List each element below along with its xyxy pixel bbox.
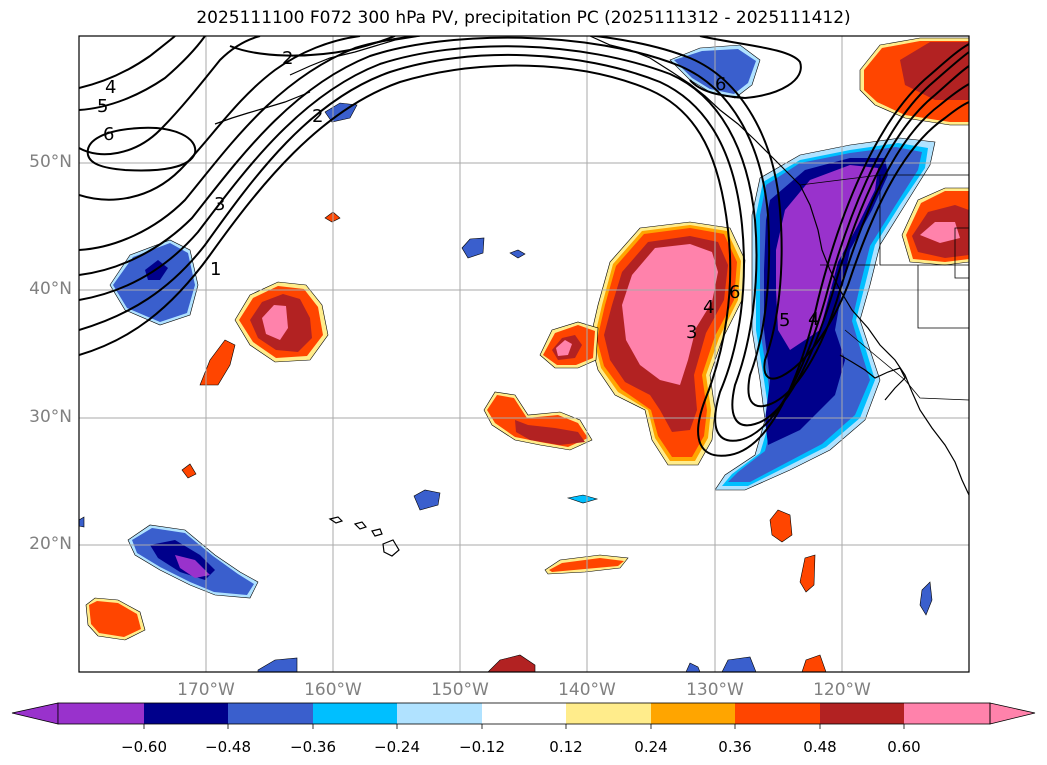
contour-label: 4 [808, 309, 819, 330]
colorbar-tick-label: 0.24 [634, 738, 668, 756]
colorbar-tick-label: −0.60 [121, 738, 167, 756]
contour-label: 1 [210, 259, 221, 280]
colorbar-swatch [735, 703, 820, 724]
contour-label: 6 [729, 282, 740, 303]
colorbar-swatch [820, 703, 904, 724]
latitude-label: 30°N [29, 407, 72, 427]
map-frame [78, 35, 970, 673]
longitude-label: 170°W [177, 680, 235, 700]
colorbar-swatch [58, 703, 144, 724]
colorbar-tick-label: 0.36 [718, 738, 752, 756]
colorbar-extend-max [989, 702, 1036, 725]
colorbar-swatch [313, 703, 397, 724]
pv-contours [79, 36, 969, 457]
contour-label: 6 [103, 124, 114, 145]
colorbar-tick-label: 0.48 [803, 738, 837, 756]
plot-title: 2025111100 F072 300 hPa PV, precipitatio… [196, 8, 851, 28]
colorbar-tick-label: −0.36 [290, 738, 336, 756]
colorbar-swatch [228, 703, 313, 724]
positive-anomaly-other-cells [85, 37, 969, 672]
contour-label-group: 2 4 5 6 2 3 1 6 6 4 3 5 4 [97, 48, 819, 343]
positive-anomaly-west-cell [199, 281, 329, 386]
colorbar-swatch [651, 703, 735, 724]
contour-label: 4 [105, 77, 116, 98]
latitude-label: 20°N [29, 534, 72, 554]
negative-anomaly-west-pacific [109, 239, 199, 326]
longitude-label: 120°W [813, 680, 871, 700]
contour-label: 3 [686, 322, 697, 343]
contour-label: 5 [779, 310, 790, 331]
colorbar-tick-label: −0.48 [205, 738, 251, 756]
colorbar-tick-label: −0.24 [374, 738, 420, 756]
colorbar-tick-label: −0.12 [459, 738, 505, 756]
contour-label: 6 [715, 74, 726, 95]
contour-label: 4 [703, 297, 714, 318]
contour-label: 2 [312, 106, 323, 127]
colorbar-swatch [144, 703, 228, 724]
contour-label: 3 [214, 194, 225, 215]
colorbar-swatch [904, 703, 990, 724]
longitude-label: 150°W [431, 680, 489, 700]
map-plot-area: 2 4 5 6 2 3 1 6 6 4 3 5 4 [79, 36, 969, 672]
colorbar-swatch [397, 703, 482, 724]
colorbar-extend-min [11, 702, 59, 725]
colorbar-tick-label: 0.60 [887, 738, 921, 756]
contour-label: 5 [97, 96, 108, 117]
longitude-label: 130°W [686, 680, 744, 700]
colorbar-swatch [482, 703, 566, 724]
latitude-label: 50°N [29, 152, 72, 172]
colorbar-tick-label: 0.12 [549, 738, 583, 756]
colorbar-swatch [566, 703, 651, 724]
colorbar-frame [57, 702, 991, 725]
longitude-label: 140°W [558, 680, 616, 700]
colorbar [11, 702, 1036, 729]
latitude-label: 40°N [29, 279, 72, 299]
longitude-label: 160°W [304, 680, 362, 700]
contour-label: 2 [282, 48, 293, 69]
